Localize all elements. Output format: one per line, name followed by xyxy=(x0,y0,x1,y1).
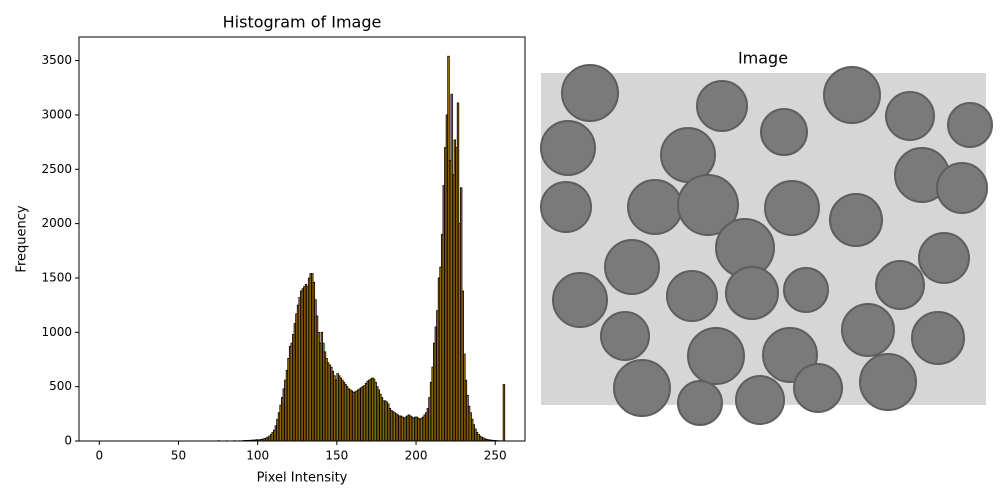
chart-title: Histogram of Image xyxy=(223,13,382,32)
y-tick-label: 1000 xyxy=(41,325,72,339)
y-axis-label: Frequency xyxy=(15,205,30,272)
image xyxy=(540,64,993,426)
bar xyxy=(502,384,506,442)
y-tick-label: 2000 xyxy=(41,216,72,230)
y-tick-label: 3000 xyxy=(41,107,72,121)
y-tick-label: 1500 xyxy=(41,270,72,284)
x-tick-label: 150 xyxy=(325,449,348,463)
x-axis-label: Pixel Intensity xyxy=(257,471,348,486)
y-tick-label: 500 xyxy=(49,379,72,393)
x-tick-label: 100 xyxy=(246,449,269,463)
y-tick-label: 3500 xyxy=(41,53,72,67)
x-tick-label: 250 xyxy=(484,449,507,463)
x-tick-label: 50 xyxy=(171,449,186,463)
y-tick-label: 2500 xyxy=(41,162,72,176)
image-title: Image xyxy=(738,49,788,68)
x-tick-label: 200 xyxy=(405,449,428,463)
x-tick-label: 0 xyxy=(95,449,103,463)
plot-frame xyxy=(78,36,526,442)
y-tick-label: 0 xyxy=(64,434,72,448)
